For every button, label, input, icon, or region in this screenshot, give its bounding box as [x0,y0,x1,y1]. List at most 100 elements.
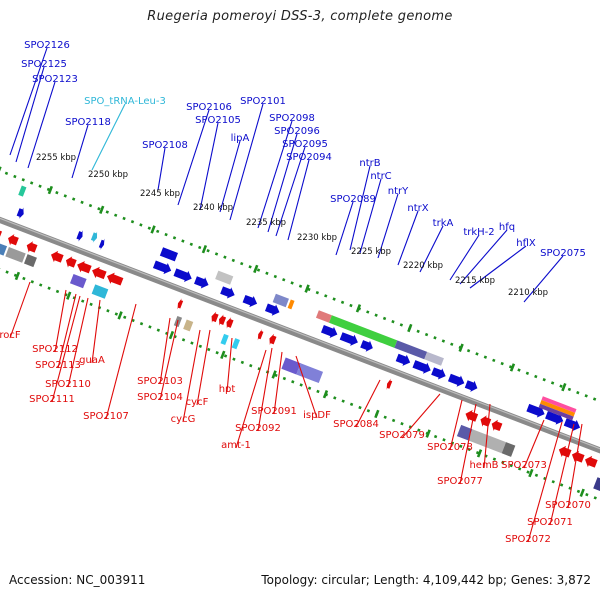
reverse-gene-arrow [177,298,184,310]
gene-label: cycG [171,414,196,425]
gene-callout: SPO2112 [32,289,78,355]
ruler-dot [290,281,294,285]
ruler-dot [206,249,210,253]
gene-label: SPO2118 [65,117,111,128]
callout-line [71,124,89,179]
forward-gene-arrow [526,403,545,418]
feature-block [0,241,8,256]
ruler-dot [542,378,546,382]
ruler-tick [509,363,516,372]
feature-block [272,293,289,308]
gene-callout: trkA [419,218,453,273]
tracks [0,166,600,500]
ruler-dot [366,409,371,413]
feature-block [215,270,234,285]
ruler-tick [374,409,380,419]
ruler-tick [201,244,208,254]
callout-line [257,120,293,229]
ruler-dot [81,299,85,303]
forward-gene-arrow [464,380,478,392]
ruler-dot [475,352,479,356]
forward-gene-arrow [242,294,258,308]
gene-label: ntrB [359,158,380,169]
ruler-dot [526,470,530,474]
ruler-label: 2220 kbp [403,261,443,271]
callout-line [527,421,563,543]
feature-block [183,319,194,332]
ruler-dot [207,347,211,352]
callout-line [469,245,527,289]
feature-block [315,310,332,323]
ruler-dot [400,422,404,426]
gene-label: SPO2103 [137,376,183,387]
ruler-dot [399,323,404,327]
ruler-dot [433,336,437,340]
gene-label: ntrC [370,171,391,182]
ruler-dot [106,309,110,313]
ruler-dot [223,354,228,358]
gene-label: ntrY [388,186,409,197]
ruler-dot [509,463,513,468]
reverse-gene-arrow [269,333,277,345]
gene-callout: lipA [219,133,250,213]
ruler-dot [232,357,236,361]
gene-label: ispDF [303,410,331,421]
feature-block [231,338,240,350]
ruler-dot [105,210,109,214]
gene-label: SPO2092 [235,423,281,434]
reverse-gene-arrow [491,419,503,432]
ruler-dot [349,402,354,407]
gene-callout: SPO2070 [545,423,591,511]
ruler-dot [13,174,17,179]
callout-line [359,178,382,254]
gene-label: SPO2075 [540,248,586,259]
gene-callout: SPO2126 [9,40,70,156]
ruler-label: 2210 kbp [508,288,548,298]
ruler-dot [190,341,194,345]
ruler-dot [240,360,245,365]
gene-label: SPO2079 [379,430,425,441]
ruler-dot [63,194,67,198]
callout-line [57,293,77,369]
ruler-dot [181,338,186,342]
ruler-dot [551,480,555,484]
feature-block [281,357,301,375]
gene-label: SPO2089 [330,194,376,205]
genome-backbone [0,202,600,474]
reverse-gene-arrow [480,415,492,427]
ruler-dot [38,184,42,188]
gene-label: SPO2107 [83,411,129,422]
ruler-dot [341,399,345,403]
callout-line [523,255,564,303]
ruler-label: 2255 kbp [36,153,76,163]
ruler-dot [466,349,471,353]
callout-line [9,281,31,339]
gene-callout: SPO2098 [257,113,315,229]
callout-line [235,349,267,449]
feature-block [538,403,574,421]
gene-label: SPO2096 [274,126,320,137]
forward-gene-arrow [447,373,465,387]
gene-label: rocF [0,330,21,341]
ruler-dot [442,438,446,442]
ruler-dot [139,223,143,227]
forward-gene-arrow [16,207,24,219]
ruler-label: 2230 kbp [297,233,337,243]
gene-label: cycF [186,397,209,408]
callout-line [449,399,463,451]
forward-strand-track [16,185,581,432]
gene-callout: ispDF [295,355,331,421]
callout-line [9,47,48,156]
reverse-gene-arrow [465,410,479,422]
ruler-dot [467,447,471,452]
callout-line [219,140,241,213]
ruler-dot [416,329,420,334]
callout-line [51,295,81,403]
feature-block [424,351,444,366]
gene-label: SPO2123 [32,74,78,85]
gene-label: SPO2101 [240,96,286,107]
callout-line [273,351,283,415]
genome-summary: Topology: circular; Length: 4,109,442 bp… [261,573,591,587]
callout-line [483,403,491,469]
